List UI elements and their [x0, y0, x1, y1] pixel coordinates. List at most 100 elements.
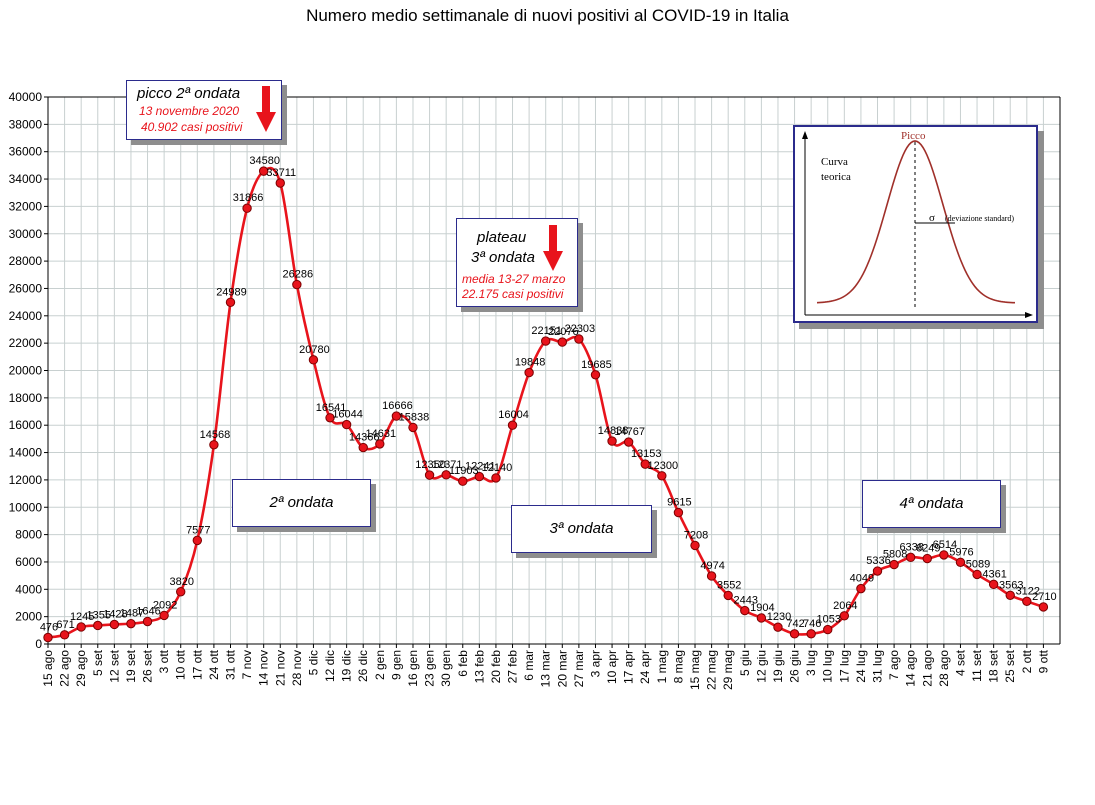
data-point [242, 203, 252, 213]
data-point [109, 619, 120, 630]
data-label: 1355 [87, 609, 111, 621]
data-point [657, 471, 667, 481]
x-tick-label: 9 gen [389, 650, 403, 680]
data-points [43, 166, 1049, 643]
y-tick-label: 36000 [9, 145, 43, 159]
plateau-annotation-value: 22.175 casi positivi [462, 287, 564, 301]
x-tick-label: 19 dic [340, 650, 354, 682]
data-label: 1245 [70, 611, 94, 623]
x-tick-label: 9 ott [1036, 649, 1050, 673]
data-point [325, 413, 335, 423]
y-tick-label: 14000 [9, 446, 43, 460]
data-label: 1230 [767, 611, 791, 623]
data-point [126, 618, 136, 629]
x-tick-label: 26 giu [788, 650, 802, 683]
data-label: 6514 [933, 539, 957, 551]
y-tick-label: 4000 [15, 582, 42, 596]
data-label: 34580 [249, 155, 280, 167]
data-point [341, 419, 352, 430]
data-point [690, 540, 700, 551]
inset-peak-label: Picco [901, 130, 926, 142]
data-point [640, 459, 650, 469]
inset-sigma-description: (deviazione standard) [945, 214, 1014, 223]
theoretical-curve-inset: Picco Curva teorica σ (deviazione standa… [793, 125, 1038, 323]
data-label: 16666 [382, 400, 413, 412]
y-tick-label: 32000 [9, 199, 43, 213]
x-tick-label: 13 feb [472, 650, 486, 684]
x-tick-label: 26 set [141, 649, 155, 682]
x-tick-label: 1 mag [655, 650, 669, 683]
x-tick-label: 24 ott [207, 649, 221, 680]
data-label: 12241 [465, 461, 496, 473]
data-label: 12300 [648, 460, 679, 472]
data-label: 16541 [316, 402, 347, 414]
x-tick-label: 7 nov [240, 650, 254, 679]
data-point [424, 470, 435, 480]
x-tick-label: 2 ott [1020, 649, 1034, 673]
y-tick-label: 34000 [9, 172, 43, 186]
data-label: 22303 [565, 323, 596, 335]
x-tick-label: 3 lug [804, 650, 818, 676]
x-tick-label: 29 ago [74, 650, 88, 687]
data-point [408, 422, 418, 433]
x-tick-label: 20 mar [555, 650, 569, 687]
data-point [773, 622, 783, 632]
data-label: 19685 [581, 359, 612, 371]
data-label: 15838 [399, 411, 430, 423]
x-tick-label: 2 gen [373, 650, 387, 680]
data-label: 22151 [531, 325, 562, 337]
data-label: 14568 [200, 429, 231, 441]
data-point [192, 535, 203, 546]
x-tick-label: 31 lug [871, 650, 885, 683]
data-point [623, 437, 634, 447]
data-label: 1487 [120, 608, 144, 620]
data-point [491, 473, 501, 483]
x-tick-label: 3 ott [157, 649, 171, 673]
data-point [441, 470, 451, 480]
data-point [607, 436, 617, 446]
x-tick-label: 27 mar [572, 650, 586, 687]
x-tick-label: 12 set [107, 649, 121, 682]
data-label: 16004 [498, 409, 529, 421]
data-label: 5808 [883, 549, 907, 561]
x-tick-label: 7 ago [887, 650, 901, 680]
data-point [375, 439, 385, 449]
data-point [1005, 590, 1015, 600]
peak-annotation-box: picco 2ª ondata 13 novembre 2020 40.902 … [126, 80, 282, 140]
data-label: 9615 [667, 497, 691, 509]
x-tick-label: 15 mag [688, 650, 702, 690]
data-point [905, 552, 916, 563]
x-tick-label: 5 set [91, 649, 105, 676]
data-label: 3122 [1016, 585, 1040, 597]
data-label: 2064 [833, 600, 857, 612]
x-tick-label: 10 lug [821, 650, 835, 683]
data-point [391, 411, 402, 421]
x-tick-label: 28 ago [937, 650, 951, 687]
y-tick-label: 8000 [15, 528, 42, 542]
plateau-annotation-title: plateau [477, 229, 527, 246]
data-label: 16044 [332, 409, 363, 421]
plateau-annotation-box: plateau 3ª ondata media 13-27 marzo 22.1… [456, 218, 578, 307]
x-tick-label: 24 lug [854, 650, 868, 683]
peak-annotation-date: 13 novembre 2020 [139, 104, 240, 118]
data-label: 11903 [449, 465, 479, 477]
data-label: 4049 [850, 573, 874, 585]
x-tick-label: 6 mar [522, 650, 536, 681]
data-label: 7208 [684, 529, 708, 541]
plateau-annotation-range: media 13-27 marzo [462, 272, 566, 286]
data-point [292, 279, 302, 290]
y-tick-label: 18000 [9, 391, 43, 405]
data-label: 22076 [548, 326, 579, 338]
data-label: 26286 [283, 269, 314, 281]
data-point [275, 178, 285, 188]
data-label: 1428 [103, 608, 127, 620]
data-point [59, 630, 70, 640]
x-tick-label: 22 mag [705, 650, 719, 690]
data-point [706, 571, 717, 581]
x-tick-label: 4 set [953, 649, 967, 676]
data-label: 20780 [299, 344, 330, 356]
data-label: 4974 [700, 560, 724, 572]
data-point [939, 550, 949, 560]
data-point [856, 583, 866, 594]
x-tick-label: 30 gen [439, 650, 453, 687]
